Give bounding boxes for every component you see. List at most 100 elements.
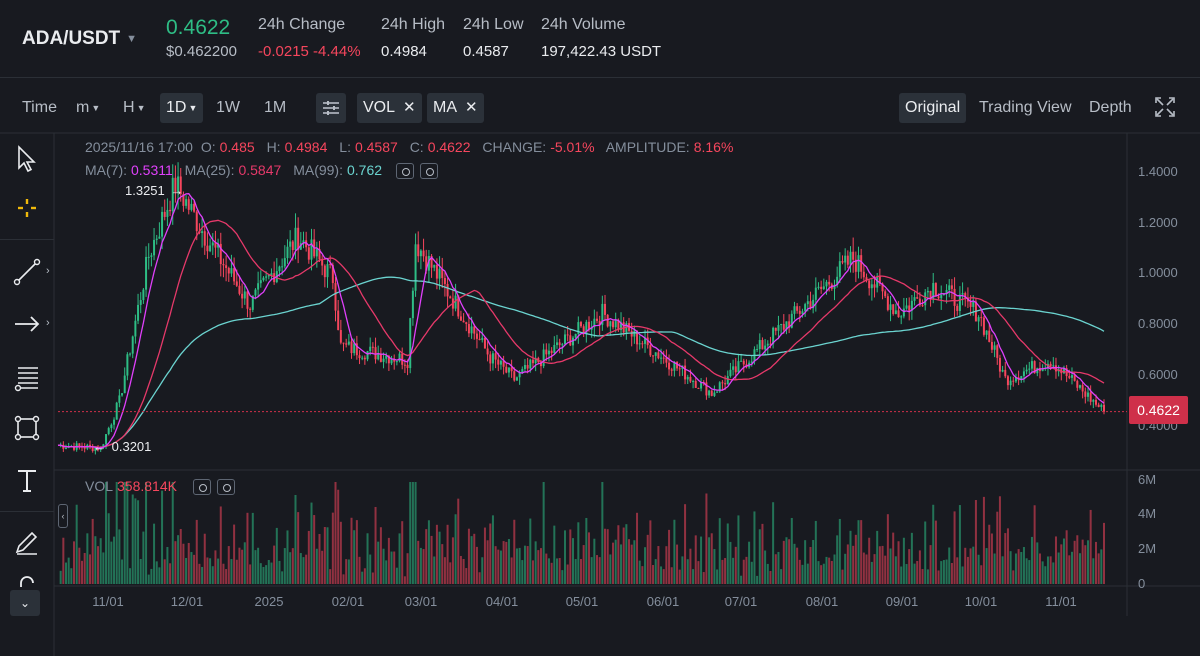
expand-tools-button[interactable]: ⌄ (10, 590, 40, 616)
stat-value: 197,422.43 USDT (541, 43, 662, 60)
candle-body (868, 280, 871, 289)
interval-1w[interactable]: 1W (216, 99, 240, 116)
candle-body (414, 244, 417, 291)
volume-bar (1006, 528, 1009, 584)
cursor-tool[interactable] (10, 141, 44, 175)
lock-tool[interactable] (10, 573, 44, 607)
ray-tool[interactable] (10, 307, 44, 341)
candle-body (457, 295, 460, 317)
view-tradingview-tab[interactable]: Trading View (979, 99, 1072, 116)
crosshair-tool[interactable] (10, 191, 44, 225)
hour-interval-dropdown[interactable]: H ▼ (117, 93, 151, 123)
candle-body (977, 317, 980, 322)
candle-body (953, 288, 956, 306)
volume-bar (417, 540, 420, 584)
volume-bar (1038, 553, 1041, 584)
chevron-right-icon[interactable]: › (46, 317, 50, 329)
volume-bar (147, 574, 150, 584)
candle-body (1062, 368, 1065, 374)
candle-body (369, 346, 372, 352)
settings-icon[interactable] (419, 163, 438, 180)
volume-bar (1028, 560, 1031, 584)
volume-bar (1033, 505, 1036, 584)
rectangle-tool[interactable] (10, 411, 44, 445)
interval-1m[interactable]: 1M (264, 99, 287, 116)
pair-selector[interactable]: ADA/USDT ▼ (22, 28, 137, 50)
volume-bar (825, 556, 828, 584)
volume-bar (222, 563, 225, 584)
candle-body (558, 342, 561, 346)
candle-body (401, 353, 404, 365)
candle-body (267, 274, 270, 277)
close-icon[interactable]: ✕ (465, 99, 478, 116)
collapse-panel-button[interactable]: ‹ (58, 504, 68, 528)
ma-indicator-tag[interactable]: MA ✕ (427, 93, 484, 123)
chevron-right-icon[interactable]: › (46, 265, 50, 277)
minute-interval-dropdown[interactable]: m ▼ (70, 93, 106, 123)
candle-body (163, 211, 166, 217)
candle-body (777, 325, 780, 331)
stat-label: 24h High (381, 16, 446, 33)
interval-label: 1D (166, 99, 187, 117)
volume-bar (913, 563, 916, 584)
eye-icon[interactable] (192, 479, 211, 496)
candle-body (390, 359, 393, 364)
fib-tool[interactable] (10, 359, 44, 393)
candle-body (473, 326, 476, 334)
legend-l-value: 0.4587 (354, 139, 398, 155)
candle-body (169, 209, 172, 212)
brush-tool[interactable] (10, 525, 44, 559)
candle-body (307, 247, 310, 260)
legend-change-label: CHANGE: (482, 139, 547, 155)
view-depth-tab[interactable]: Depth (1089, 99, 1132, 116)
candle-body (673, 362, 676, 371)
candle-body (126, 354, 129, 376)
close-icon[interactable]: ✕ (403, 99, 416, 116)
view-original-tab[interactable]: Original (899, 93, 967, 123)
volume-bar (1001, 556, 1004, 584)
candle-body (353, 343, 356, 354)
indicator-settings-button[interactable] (316, 93, 346, 123)
volume-bar (406, 553, 409, 584)
volume-bar (393, 551, 396, 584)
trendline-tool[interactable] (10, 255, 44, 289)
candle-body (155, 238, 158, 240)
volume-bar (278, 560, 281, 584)
candle-body (812, 299, 815, 309)
candle-body (123, 375, 126, 394)
eye-icon[interactable] (395, 163, 414, 180)
candle-body (585, 321, 588, 334)
ma99-label: MA(99): (293, 162, 343, 178)
volume-bar (409, 482, 412, 584)
time-button[interactable]: Time (22, 99, 57, 116)
settings-icon[interactable] (216, 479, 235, 496)
volume-bar (182, 543, 185, 584)
candle-body (529, 359, 532, 369)
candle-body (1103, 404, 1105, 412)
volume-bar (697, 561, 700, 584)
candle-body (227, 267, 230, 274)
day-interval-dropdown[interactable]: 1D ▼ (160, 93, 204, 123)
candle-body (555, 342, 558, 345)
volume-bar (446, 524, 449, 584)
ohlc-legend: 2025/11/16 17:00 O: 0.485 H: 0.4984 L: 0.45… (85, 139, 741, 155)
candle-body (510, 367, 513, 372)
volume-bar (105, 482, 108, 584)
vol-indicator-tag[interactable]: VOL ✕ (357, 93, 422, 123)
volume-bar (886, 514, 889, 584)
volume-bar (294, 494, 297, 584)
volume-bar (483, 527, 486, 584)
candle-body (950, 285, 953, 289)
text-tool[interactable] (10, 463, 44, 497)
fullscreen-icon[interactable] (1154, 96, 1176, 118)
candle-body (1078, 385, 1081, 388)
x-tick: 07/01 (724, 594, 758, 609)
volume-bar (494, 546, 497, 584)
volume-bar (894, 556, 897, 584)
volume-bar (932, 504, 935, 584)
volume-bar (347, 559, 350, 584)
candle-body (641, 343, 644, 345)
volume-bar (964, 547, 967, 584)
candle-body (958, 294, 961, 311)
